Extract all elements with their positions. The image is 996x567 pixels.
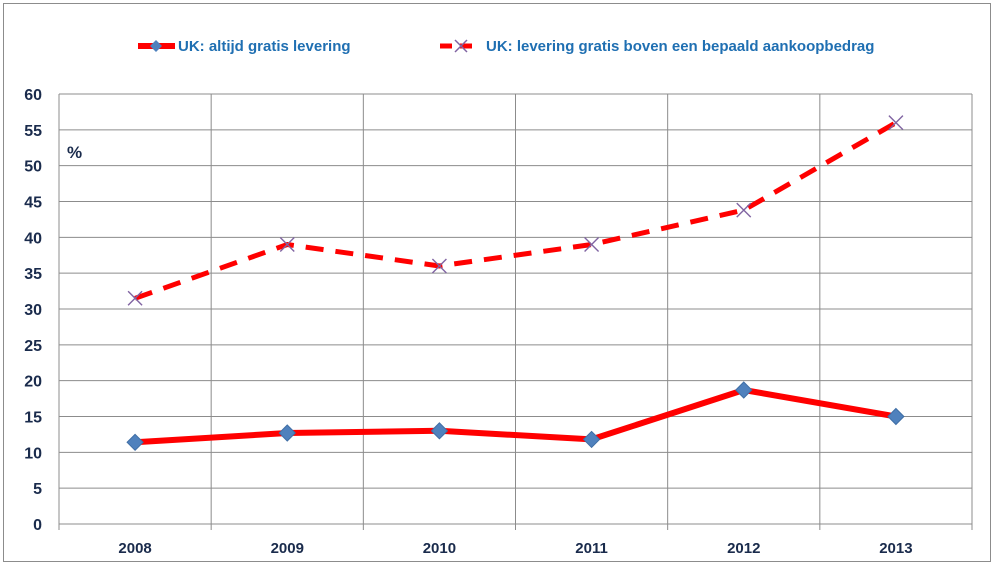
x-tick-label: 2013	[879, 540, 912, 557]
y-tick-label: 5	[33, 481, 42, 498]
y-tick-label: 60	[24, 87, 42, 104]
y-tick-label: 40	[24, 230, 42, 247]
data-point-diamond	[430, 422, 449, 440]
data-point-x	[736, 202, 752, 218]
data-point-diamond	[735, 381, 753, 399]
y-tick-label: 0	[33, 517, 42, 534]
y-tick-label: 50	[24, 159, 42, 176]
data-point-x	[431, 258, 447, 274]
legend: UK: altijd gratis levering UK: levering …	[138, 38, 874, 55]
legend-entry-2: UK: levering gratis boven een bepaald aa…	[440, 38, 874, 55]
chart-frame	[3, 3, 991, 562]
legend-x-marker-icon	[454, 39, 468, 53]
x-tick-label: 2012	[727, 540, 760, 557]
y-tick-label: 35	[24, 266, 42, 283]
legend-label: UK: levering gratis boven een bepaald aa…	[486, 38, 874, 55]
y-tick-label: 45	[24, 195, 42, 212]
data-point-diamond	[126, 433, 144, 452]
y-tick-label: 10	[24, 445, 42, 462]
legend-entry-1: UK: altijd gratis levering	[138, 38, 351, 55]
y-tick-label: 15	[24, 410, 42, 427]
grid-lines	[58, 93, 973, 530]
data-point-diamond	[887, 407, 905, 426]
y-tick-label: 25	[24, 338, 42, 355]
series-line-2	[134, 120, 898, 301]
y-unit-label: %	[67, 143, 82, 162]
series-group	[126, 115, 905, 452]
data-point-x	[888, 115, 904, 131]
x-tick-label: 2008	[118, 540, 151, 557]
y-tick-label: 55	[24, 123, 42, 140]
data-point-diamond	[278, 424, 296, 442]
series-line-1	[134, 387, 897, 446]
legend-label: UK: altijd gratis levering	[178, 38, 351, 55]
x-tick-label: 2009	[271, 540, 304, 557]
y-axis: 0 5 10 15 20 25 30 35 40 45 50 55 60	[24, 87, 42, 534]
data-point-x	[279, 237, 295, 252]
x-tick-label: 2010	[423, 540, 456, 557]
x-tick-label: 2011	[575, 540, 608, 557]
data-point-diamond	[582, 430, 601, 449]
data-point-x	[127, 290, 143, 306]
data-point-x	[584, 237, 600, 252]
legend-diamond-marker-icon	[150, 40, 162, 52]
x-axis: 2008 2009 2010 2011 2012 2013	[118, 540, 912, 557]
y-tick-label: 20	[24, 374, 42, 391]
y-tick-label: 30	[24, 302, 42, 319]
